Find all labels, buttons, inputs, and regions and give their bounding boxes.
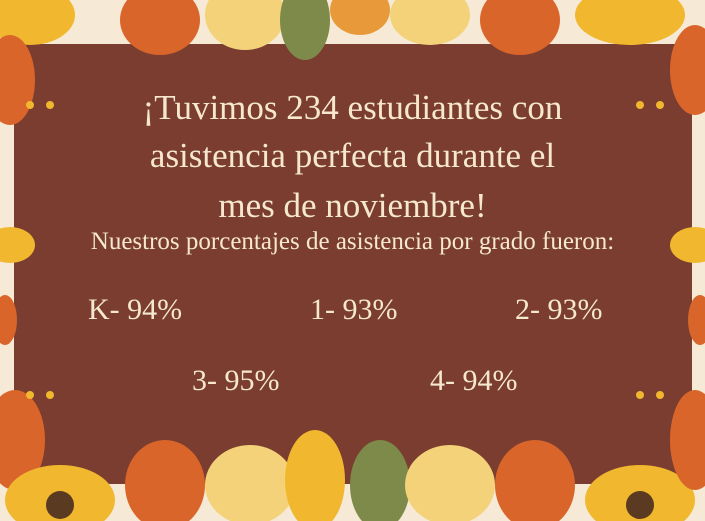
leaf-icon [575,0,685,45]
grade-k: K- 94% [88,293,183,326]
brown-panel [14,44,692,484]
headline-line-2: asistencia perfecta durante el [149,136,556,175]
grade-3: 3- 95% [192,364,280,397]
leaf-icon [0,0,75,45]
leaf-icon [205,0,285,50]
grade-1: 1- 93% [310,293,398,326]
leaf-icon [330,0,390,35]
grade-2: 2- 93% [515,293,603,326]
grade-4: 4- 94% [430,364,518,397]
leaf-icon [390,0,470,45]
subtitle: Nuestros porcentajes de asistencia por g… [90,228,615,255]
headline-line-3: mes de noviembre! [218,186,487,225]
headline-line-1: ¡Tuvimos 234 estudiantes con [142,88,563,127]
